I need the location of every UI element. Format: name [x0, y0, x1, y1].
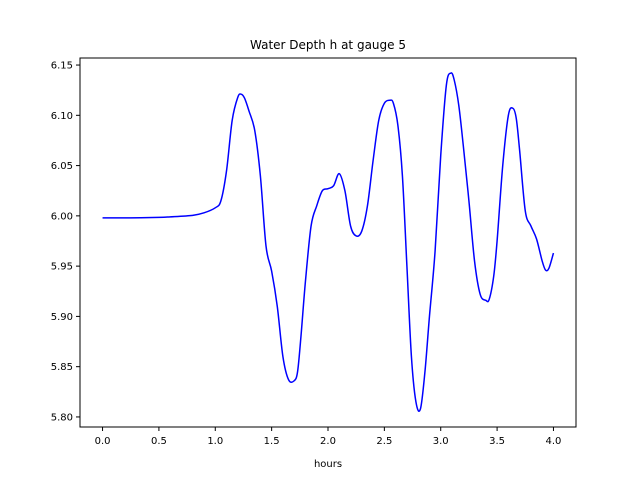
x-tick-label: 3.5 [489, 436, 505, 447]
x-tick-label: 3.0 [433, 436, 449, 447]
y-tick-label: 5.85 [51, 362, 73, 373]
plot-frame [79, 57, 577, 428]
x-tick-label: 0.5 [151, 436, 167, 447]
x-axis-ticks: 0.0 0.5 1.0 1.5 2.0 2.5 3.0 3.5 4.0 [95, 427, 562, 447]
x-tick-label: 2.5 [376, 436, 392, 447]
x-tick-label: 2.0 [320, 436, 336, 447]
y-tick-label: 5.95 [51, 262, 73, 273]
y-tick-label: 5.90 [51, 312, 73, 323]
series-line-0 [102, 72, 555, 412]
x-tick-label: 1.5 [264, 436, 280, 447]
series-layer [102, 72, 555, 412]
y-tick-label: 6.00 [51, 211, 73, 222]
y-axis-ticks: 5.80 5.85 5.90 5.95 6.00 6.05 6.10 6.15 [51, 61, 80, 423]
y-tick-label: 6.10 [51, 111, 73, 122]
y-tick-label: 5.80 [51, 412, 73, 423]
chart-title: Water Depth h at gauge 5 [250, 38, 406, 52]
y-tick-label: 6.05 [51, 161, 73, 172]
x-axis-label: hours [314, 459, 342, 470]
x-tick-label: 4.0 [546, 436, 562, 447]
x-tick-label: 0.0 [95, 436, 111, 447]
x-tick-label: 1.0 [207, 436, 223, 447]
y-tick-label: 6.15 [51, 61, 73, 72]
